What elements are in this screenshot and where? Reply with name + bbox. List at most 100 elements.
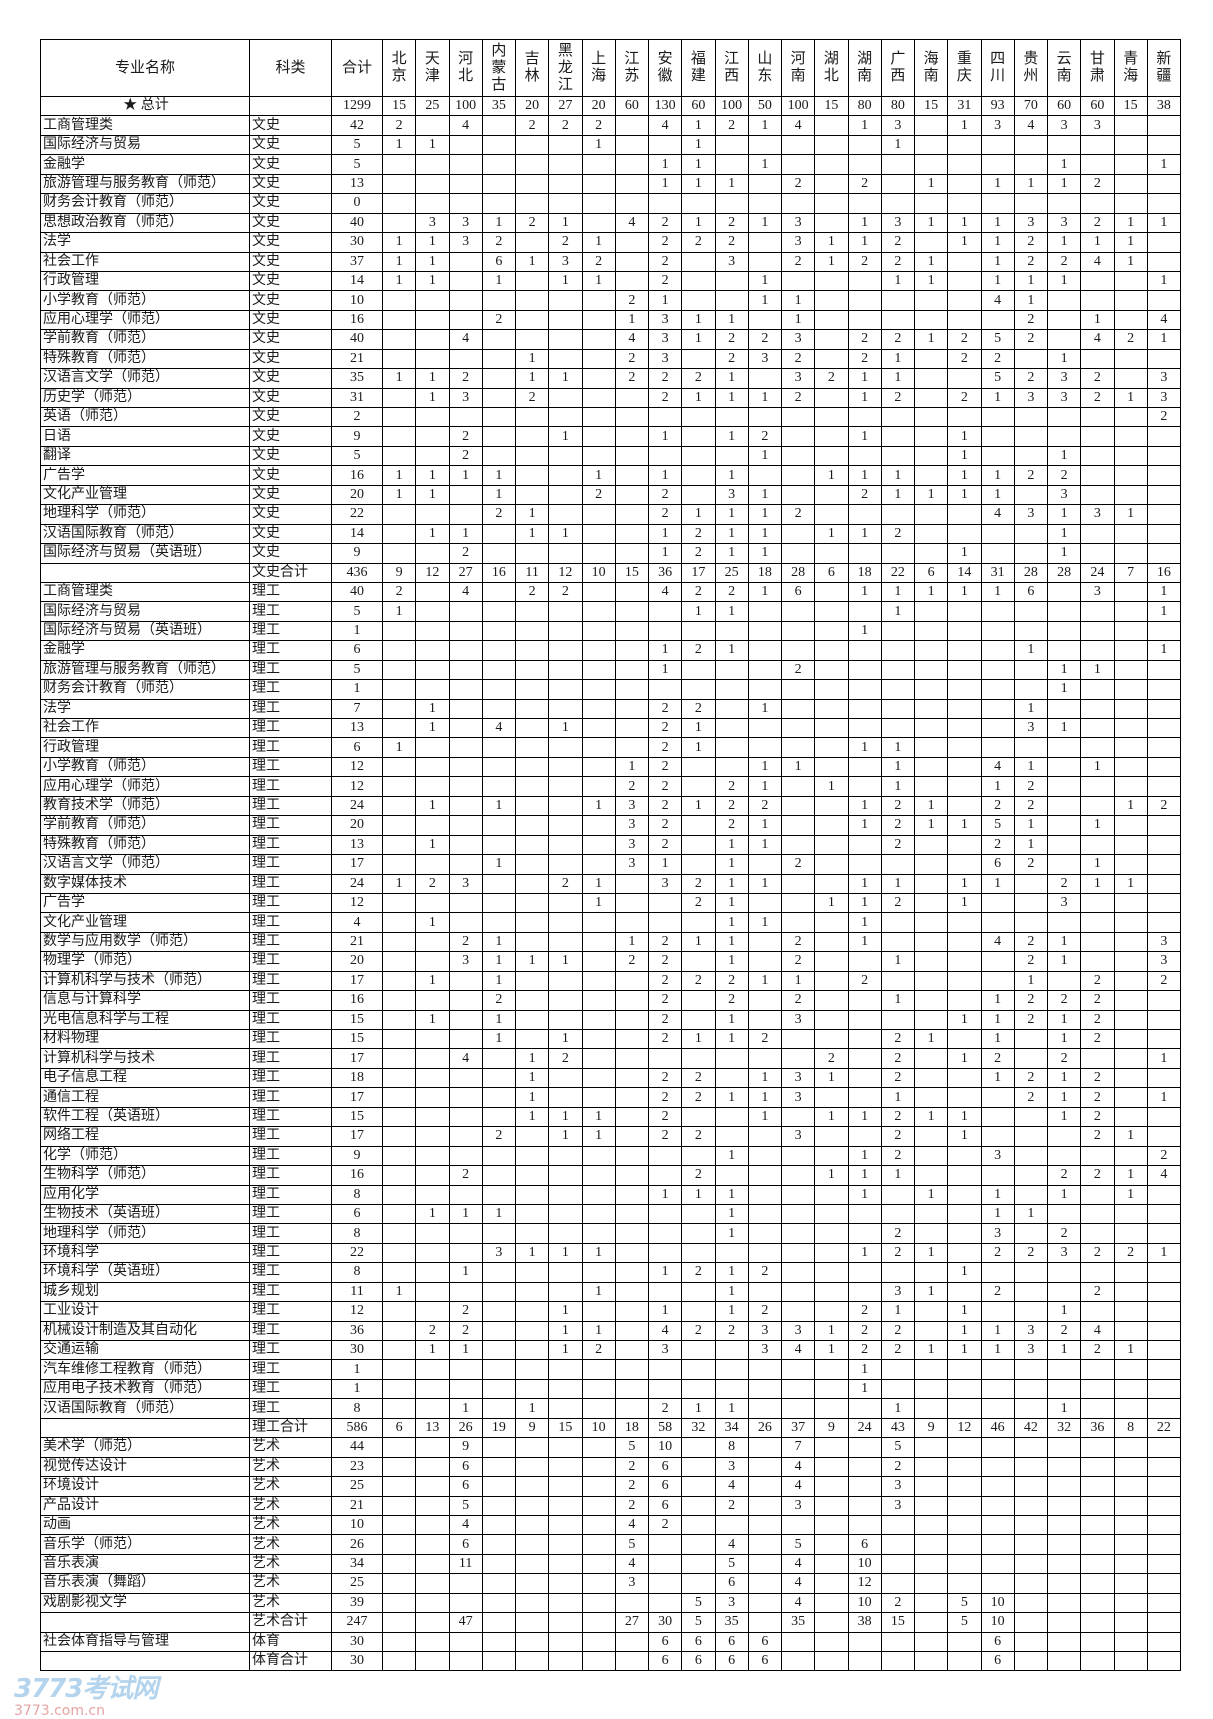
province-count: [1080, 406, 1115, 428]
province-count: [647, 445, 683, 467]
province-count: [847, 406, 882, 428]
province-count: [614, 445, 650, 467]
province-count: [614, 581, 650, 603]
province-count: [1146, 232, 1182, 253]
province-count: [481, 1165, 517, 1186]
province-count: [481, 1339, 517, 1361]
province-count: 2: [681, 698, 716, 720]
province-count: 2: [880, 1223, 916, 1244]
province-count: 1: [415, 834, 450, 856]
category: 文史合计: [249, 562, 332, 583]
category: 文史: [249, 251, 332, 272]
province-count: 1: [714, 465, 749, 486]
province-count: [880, 193, 916, 214]
province-count: 1: [681, 1398, 716, 1419]
table-row: 思想政治教育（师范） 文史 40 3 3 1 2 1 4 2 1 2 1 3 1 3 1 1 1 3 3 2 1 1: [40, 212, 1182, 234]
province-count: [1113, 270, 1148, 292]
category: 理工: [249, 1378, 332, 1400]
province-count: 1: [1013, 970, 1049, 992]
province-count: 1: [814, 251, 849, 272]
province-count: 6: [647, 1631, 683, 1653]
province-count: [913, 1145, 949, 1167]
province-count: [1146, 484, 1182, 506]
province-count: 3: [448, 232, 483, 253]
province-count: [448, 717, 483, 739]
province-count: [614, 115, 650, 136]
province-count: 35: [714, 1612, 749, 1633]
province-count: 1: [714, 1398, 749, 1419]
province-count: 1: [880, 270, 916, 292]
province-count: [548, 348, 583, 370]
category: 理工: [249, 1106, 332, 1128]
category: 艺术: [249, 1573, 332, 1594]
major-name: [40, 1612, 250, 1633]
major-name: 小学教育（师范）: [40, 290, 250, 311]
row-total: 17: [331, 970, 383, 992]
province-count: [1013, 679, 1049, 700]
header-province-label: 内蒙古: [491, 42, 507, 93]
row-total: 9: [331, 1145, 383, 1167]
province-count: [814, 134, 849, 156]
header-major: 专业名称: [40, 39, 250, 97]
province-count: [847, 1514, 882, 1536]
enrollment-plan-table: 专业名称 科类 合计 北京 天津 河北 内蒙古 吉林 黑龙江 上海 江苏 安徽 福建 江西 山东 河南湖…: [40, 39, 1182, 1672]
province-count: 1: [681, 309, 716, 331]
province-count: [581, 1534, 616, 1555]
table-row: 汉语言文学（师范） 文史 35 1 1 2 1 1 2 2 2 1 3 2 1 1 5 2 3 2 3: [40, 368, 1182, 389]
province-count: 4: [980, 290, 1015, 311]
row-total: 40: [331, 581, 383, 603]
province-count: [847, 1203, 882, 1225]
province-count: [514, 1320, 550, 1342]
province-count: [814, 756, 849, 778]
province-count: 1: [913, 173, 949, 195]
category: 理工: [249, 1223, 332, 1244]
province-count: 5: [980, 329, 1015, 350]
province-count: [780, 1242, 816, 1264]
province-count: [681, 776, 716, 797]
province-count: [1013, 445, 1049, 467]
province-count: [814, 1028, 849, 1050]
category: 文史: [249, 212, 332, 234]
province-count: 3: [780, 212, 816, 234]
province-count: 1: [548, 1301, 583, 1322]
province-count: [747, 1534, 783, 1555]
province-count: 2: [880, 815, 916, 836]
province-count: 3: [614, 1573, 650, 1594]
province-count: 2: [714, 581, 749, 603]
province-count: [913, 193, 949, 214]
province-count: [548, 854, 583, 875]
province-count: 6: [647, 1650, 683, 1672]
province-count: [381, 834, 417, 856]
province-count: 3: [747, 1320, 783, 1342]
province-count: 1: [847, 1242, 882, 1264]
province-count: 1: [1146, 270, 1182, 292]
province-count: [681, 1223, 716, 1244]
major-name: 美术学（师范）: [40, 1437, 250, 1458]
province-count: [481, 640, 517, 661]
province-count: [514, 1495, 550, 1516]
province-count: [1146, 134, 1182, 156]
province-count: 15: [814, 95, 849, 117]
province-count: [1013, 1534, 1049, 1555]
province-count: 1: [980, 776, 1015, 797]
table-row: 社会工作 文史 37 1 1 6 1 3 2 2 3 2 1 2 2 1 1 2 2 4 1: [40, 251, 1182, 272]
province-count: [614, 1126, 650, 1147]
province-count: 1: [980, 1028, 1015, 1050]
province-count: 1: [415, 465, 450, 486]
province-count: 2: [1046, 1320, 1082, 1342]
province-count: [614, 543, 650, 564]
province-count: [548, 1650, 583, 1672]
province-count: [814, 484, 849, 506]
province-count: [415, 1476, 450, 1497]
province-count: [1013, 1553, 1049, 1575]
province-count: [880, 1553, 916, 1575]
province-count: [913, 523, 949, 545]
province-count: [614, 1165, 650, 1186]
province-count: [548, 1223, 583, 1244]
province-count: 1: [747, 387, 783, 409]
province-count: 1: [681, 931, 716, 953]
table-row: 英语（师范） 文史 2 2: [40, 406, 1182, 428]
category: 理工: [249, 795, 332, 817]
table-row: 行政管理 文史 14 1 1 1 1 1 2 1 1 1 1 1 1 1: [40, 270, 1182, 292]
province-count: 1: [381, 873, 417, 894]
